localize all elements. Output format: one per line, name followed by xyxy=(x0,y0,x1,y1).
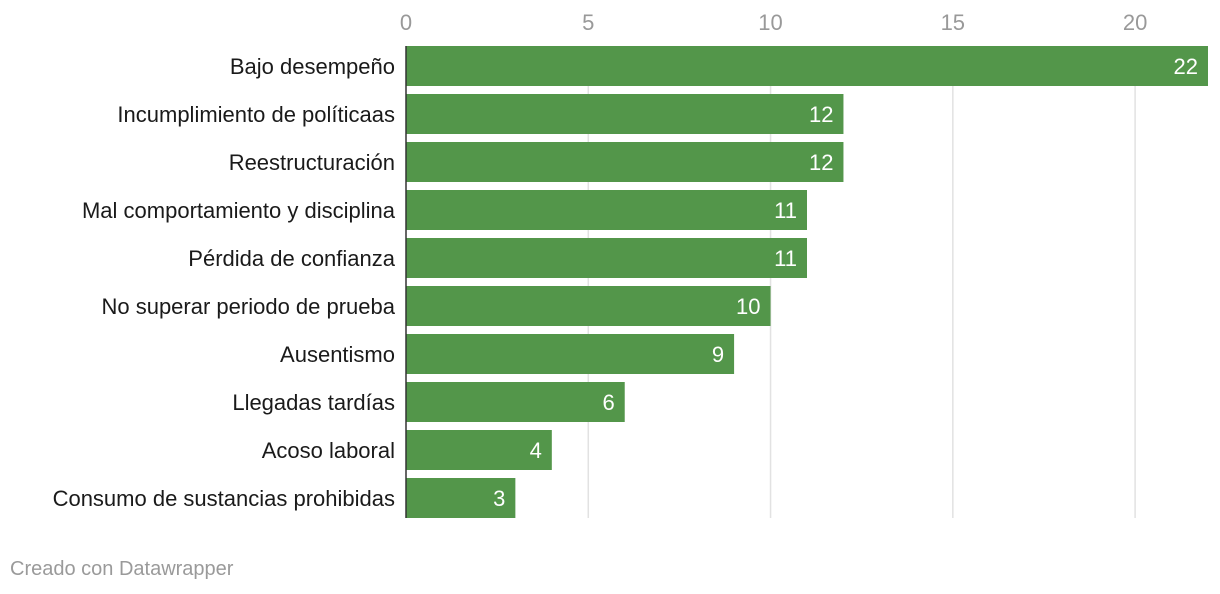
category-label: Llegadas tardías xyxy=(232,390,395,415)
bar-value-label: 9 xyxy=(712,342,724,367)
bar xyxy=(406,94,844,134)
bar xyxy=(406,190,807,230)
bar xyxy=(406,46,1208,86)
category-label: Pérdida de confianza xyxy=(188,246,395,271)
category-label: Mal comportamiento y disciplina xyxy=(82,198,396,223)
bars xyxy=(406,46,1208,518)
bar-value-label: 3 xyxy=(493,486,505,511)
value-labels: 22 12 12 11 11 10 9 6 43 xyxy=(493,54,1198,511)
category-label: Incumplimiento de políticaas xyxy=(117,102,395,127)
x-tick-label: 20 xyxy=(1123,10,1147,35)
category-labels: Bajo desempeño Incumplimiento de política… xyxy=(53,54,396,511)
chart-credit: Creado con Datawrapper xyxy=(10,558,234,580)
category-label: Bajo desempeño xyxy=(230,54,395,79)
bar xyxy=(406,238,807,278)
category-label: No superar periodo de prueba xyxy=(101,294,395,319)
bar-value-label: 11 xyxy=(774,246,797,271)
bar xyxy=(406,478,516,518)
category-label: Acoso laboral xyxy=(262,438,395,463)
bar-value-label: 4 xyxy=(530,438,542,463)
bar xyxy=(406,430,552,470)
bar-value-label: 11 xyxy=(774,198,797,223)
bar xyxy=(406,334,735,374)
x-tick-label: 5 xyxy=(582,10,594,35)
bar-value-label: 22 xyxy=(1174,54,1198,79)
x-tick-label: 10 xyxy=(758,10,782,35)
bar xyxy=(406,382,625,422)
bar-value-label: 12 xyxy=(809,102,833,127)
x-axis-ticks: 0 5 10 15 20 xyxy=(400,10,1147,35)
bar-value-label: 10 xyxy=(736,294,760,319)
bar-value-label: 12 xyxy=(809,150,833,175)
category-label: Consumo de sustancias prohibidas xyxy=(53,486,395,511)
x-tick-label: 0 xyxy=(400,10,412,35)
bar xyxy=(406,286,771,326)
bar xyxy=(406,142,844,182)
bar-value-label: 6 xyxy=(602,390,614,415)
category-label: Ausentismo xyxy=(280,342,395,367)
x-tick-label: 15 xyxy=(941,10,965,35)
category-label: Reestructuración xyxy=(229,150,395,175)
bar-chart: 0 5 10 15 20 Bajo desempeño Incumplimiento de… xyxy=(53,10,1208,518)
